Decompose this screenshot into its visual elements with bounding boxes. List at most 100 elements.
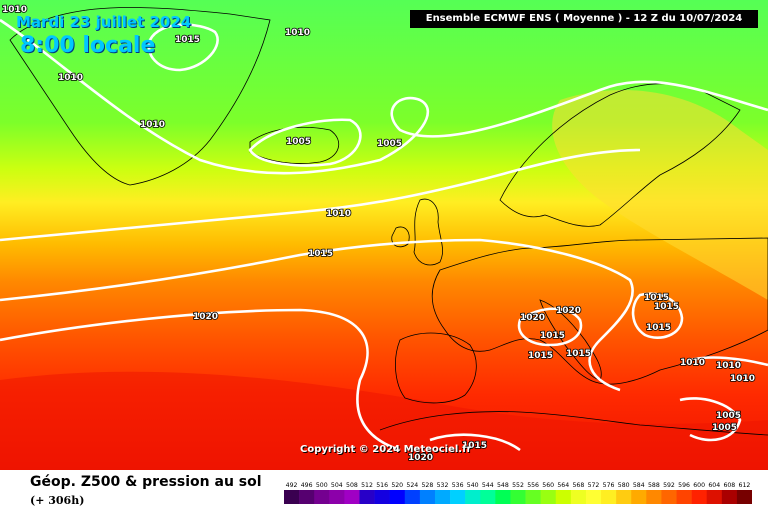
isobar-1015-greenland — [147, 23, 219, 72]
legend-value-label: 496 — [301, 482, 313, 489]
isobar-label: 1020 — [408, 453, 433, 463]
legend-swatch — [344, 490, 360, 504]
legend-value-label: 600 — [693, 482, 705, 489]
legend-value-label: 544 — [482, 482, 494, 489]
isobar-1020-mediterranean — [517, 307, 583, 347]
legend-swatch — [585, 490, 602, 504]
isobar-label: 1010 — [2, 5, 27, 15]
legend-swatch — [465, 490, 481, 504]
isobar-label: 1015 — [175, 35, 200, 45]
legend-swatch — [329, 490, 345, 504]
legend-value-label: 516 — [376, 482, 388, 489]
legend-swatch — [540, 490, 557, 504]
isobar-1010-north — [0, 18, 768, 175]
isobar-label: 1005 — [286, 137, 311, 147]
legend-value-label: 504 — [331, 482, 343, 489]
isobar-1010-atlantic — [0, 148, 641, 242]
isobar-1005-east — [679, 397, 742, 442]
legend-swatch — [359, 490, 375, 504]
legend-swatch — [661, 490, 677, 504]
europe-mainland-coast — [431, 237, 768, 385]
legend-swatch — [510, 490, 526, 504]
isobar-label: 1015 — [528, 351, 553, 361]
isobar-label: 1010 — [140, 120, 165, 130]
isobar-label-layer: 1010 1015 1010 1010 1010 1005 1005 1010 … — [1, 4, 756, 464]
isobar-label: 1010 — [326, 209, 351, 219]
isobar-label: 1005 — [716, 411, 741, 421]
legend-swatch — [450, 490, 466, 504]
coastlines — [9, 7, 768, 436]
forecast-date: Mardi 23 juillet 2024 — [16, 13, 192, 31]
forecast-local-time: 8:00 locale — [20, 33, 156, 58]
legend-swatch — [616, 490, 632, 504]
legend-value-label: 568 — [572, 482, 584, 489]
legend-swatch — [631, 490, 647, 504]
legend-value-label: 532 — [437, 482, 449, 489]
british-isles-coast — [391, 198, 443, 266]
legend-swatch — [525, 490, 541, 504]
legend-swatch — [570, 490, 587, 504]
legend-swatches — [284, 490, 752, 504]
isobar-label: 1015 — [540, 331, 565, 341]
color-scale-legend: 492 496 500 504 508 512 516 520 524 528 532 536 540 5… — [284, 482, 752, 504]
legend-labels: 492 496 500 504 508 512 516 520 524 528 532 536 540 5… — [286, 482, 751, 489]
legend-swatch — [676, 490, 692, 504]
legend-value-label: 552 — [512, 482, 524, 489]
isobar-label: 1015 — [644, 293, 669, 303]
isobar-label: 1015 — [566, 349, 591, 359]
legend-swatch — [314, 490, 330, 504]
isobar-1010-east — [689, 356, 768, 367]
isobar-1020-azores — [0, 308, 401, 452]
high-geopotential-ridge — [552, 90, 768, 300]
legend-value-label: 612 — [739, 482, 751, 489]
isobar-label: 1010 — [680, 358, 705, 368]
isobar-label: 1015 — [654, 302, 679, 312]
north-africa-coast — [379, 411, 768, 436]
legend-swatch — [691, 490, 708, 504]
isobar-1015-balkans — [631, 292, 684, 339]
parameter-label: Géop. Z500 & pression au sol — [30, 474, 262, 490]
iberia-coast — [395, 332, 477, 404]
isobar-label: 1010 — [58, 73, 83, 83]
legend-swatch — [736, 490, 752, 504]
legend-value-label: 592 — [663, 482, 675, 489]
isobar-1015-africa — [429, 433, 521, 452]
isobar-label: 1010 — [285, 28, 310, 38]
legend-value-label: 520 — [391, 482, 403, 489]
isobar-label: 1020 — [556, 306, 581, 316]
legend-value-label: 572 — [588, 482, 600, 489]
legend-value-label: 576 — [603, 482, 615, 489]
scandinavia-coast — [499, 83, 741, 227]
legend-value-label: 536 — [452, 482, 464, 489]
isobar-label: 1015 — [646, 323, 671, 333]
legend-swatch — [374, 490, 390, 504]
lead-time-label: (+ 306h) — [30, 494, 85, 507]
copyright-notice: Copyright © 2024 Meteociel.fr — [300, 444, 472, 455]
legend-swatch — [555, 490, 572, 504]
legend-value-label: 608 — [723, 482, 735, 489]
legend-value-label: 540 — [467, 482, 479, 489]
legend-swatch — [389, 490, 406, 504]
legend-value-label: 508 — [346, 482, 358, 489]
forecast-map: 1010 1015 1010 1010 1010 1005 1005 1010 … — [0, 0, 768, 470]
isobar-label: 1010 — [716, 361, 741, 371]
isobar-label: 1015 — [462, 441, 487, 451]
legend-swatch — [480, 490, 496, 504]
model-run-banner: Ensemble ECMWF ENS ( Moyenne ) - 12 Z du… — [410, 10, 758, 28]
legend-swatch — [404, 490, 421, 504]
isobar-1015-atlantic — [0, 238, 634, 392]
isobar-label: 1015 — [308, 249, 333, 259]
legend-swatch — [706, 490, 723, 504]
legend-value-label: 604 — [708, 482, 720, 489]
legend-value-label: 580 — [618, 482, 630, 489]
legend-value-label: 596 — [678, 482, 690, 489]
warm-core-south — [0, 371, 768, 470]
legend-swatch — [434, 490, 451, 504]
legend-value-label: 500 — [316, 482, 328, 489]
legend-swatch — [419, 490, 436, 504]
isobar-label: 1020 — [193, 312, 218, 322]
legend-value-label: 560 — [542, 482, 554, 489]
legend-swatch — [284, 490, 300, 504]
legend-value-label: 512 — [361, 482, 373, 489]
